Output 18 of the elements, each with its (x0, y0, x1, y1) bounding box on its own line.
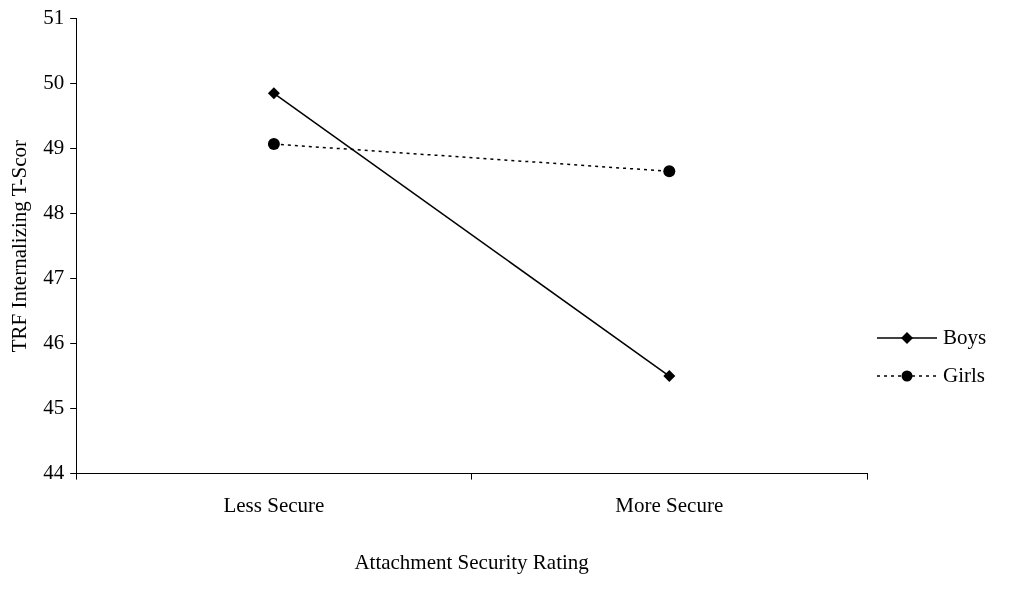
y-tick-label: 44 (43, 460, 65, 485)
y-tick-label: 46 (43, 330, 65, 355)
point (267, 87, 280, 100)
legend-label: Boys (943, 325, 987, 351)
y-tick-label: 45 (43, 395, 65, 420)
y-tick-label: 48 (43, 200, 65, 225)
y-tick-label: 50 (43, 70, 65, 95)
x-axis-title: Attachment Security Rating (354, 549, 590, 574)
y-tick-label: 51 (43, 5, 65, 30)
x-tick-label: Less Secure (223, 492, 325, 517)
point (663, 165, 676, 178)
x-tick-label: More Secure (615, 492, 724, 517)
point (267, 138, 280, 151)
legend-label: Girls (943, 363, 985, 389)
y-tick-label: 47 (43, 265, 65, 290)
y-tick-label: 49 (43, 135, 65, 160)
y-axis-title: TRF Internalizing T-Scor (7, 139, 32, 353)
point (663, 370, 676, 383)
